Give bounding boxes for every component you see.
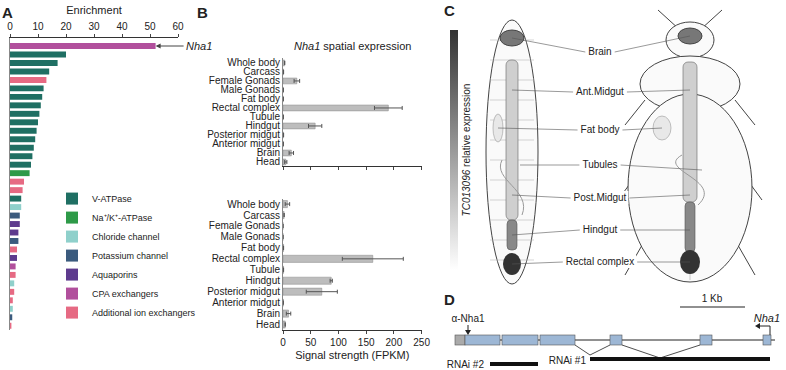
svg-text:50: 50 [144,21,156,32]
svg-text:RNAi #2: RNAi #2 [447,359,485,370]
svg-text:Anterior midgut: Anterior midgut [212,297,280,308]
svg-text:B: B [197,4,208,21]
svg-text:40: 40 [116,21,128,32]
svg-text:Rectal complex: Rectal complex [212,102,280,113]
svg-text:Post.Midgut: Post.Midgut [574,192,627,203]
svg-text:α-Nha1: α-Nha1 [451,313,484,324]
svg-text:150: 150 [358,337,375,348]
svg-text:10: 10 [32,21,44,32]
svg-text:Whole body: Whole body [227,199,280,210]
svg-text:Brain: Brain [588,46,611,57]
svg-text:Chloride channel: Chloride channel [92,232,160,242]
svg-text:Additional ion exchangers: Additional ion exchangers [92,308,196,318]
svg-text:Signal strength (FPKM): Signal strength (FPKM) [295,349,409,361]
svg-text:Ant.Midgut: Ant.Midgut [576,86,624,97]
svg-text:RNAi #1: RNAi #1 [549,355,587,366]
svg-text:Fat body: Fat body [581,124,620,135]
svg-text:CPA exchangers: CPA exchangers [92,289,159,299]
svg-text:Head: Head [256,319,280,330]
svg-text:Male Gonads: Male Gonads [221,84,280,95]
svg-text:Male Gonads: Male Gonads [221,231,280,242]
svg-text:Nha1: Nha1 [754,312,780,324]
svg-text:Female Gonads: Female Gonads [209,75,280,86]
svg-text:D: D [444,291,455,308]
svg-text:Fat body: Fat body [241,93,280,104]
svg-text:Carcass: Carcass [243,210,280,221]
svg-text:0: 0 [280,337,286,348]
svg-text:A: A [2,4,13,21]
svg-text:Hindgut: Hindgut [246,275,281,286]
svg-text:Rectal complex: Rectal complex [566,256,634,267]
svg-text:Fat body: Fat body [241,242,280,253]
svg-text:Posterior midgut: Posterior midgut [207,129,280,140]
svg-text:Whole body: Whole body [227,57,280,68]
svg-text:0: 0 [7,21,13,32]
svg-text:200: 200 [386,337,403,348]
svg-text:Hindgut: Hindgut [246,120,281,131]
svg-text:Potassium channel: Potassium channel [92,251,168,261]
svg-text:Brain: Brain [257,308,280,319]
svg-text:Tubule: Tubule [250,264,281,275]
svg-text:Na⁺/K⁺-ATPase: Na⁺/K⁺-ATPase [92,213,152,223]
svg-text:V-ATPase: V-ATPase [92,194,132,204]
svg-text:100: 100 [330,337,347,348]
svg-text:Nha1: Nha1 [186,40,212,52]
svg-text:Enrichment: Enrichment [66,4,122,16]
svg-text:Brain: Brain [257,147,280,158]
svg-text:Carcass: Carcass [243,66,280,77]
svg-text:TC013096 relative expression: TC013096 relative expression [461,84,472,217]
svg-text:30: 30 [88,21,100,32]
svg-text:Anterior midgut: Anterior midgut [212,138,280,149]
svg-text:Female Gonads: Female Gonads [209,220,280,231]
svg-text:Nha1 spatial expression: Nha1 spatial expression [294,40,411,52]
svg-text:1 Kb: 1 Kb [702,293,723,304]
svg-text:C: C [444,2,455,19]
svg-text:20: 20 [60,21,72,32]
svg-text:Tubules: Tubules [582,159,617,170]
svg-text:50: 50 [305,337,317,348]
svg-text:Head: Head [256,156,280,167]
svg-text:Posterior midgut: Posterior midgut [207,286,280,297]
svg-text:Aquaporins: Aquaporins [92,270,138,280]
svg-text:Tubule: Tubule [250,111,281,122]
svg-text:Rectal complex: Rectal complex [212,253,280,264]
svg-text:Hindgut: Hindgut [583,224,618,235]
svg-text:60: 60 [172,21,184,32]
svg-text:250: 250 [413,337,430,348]
